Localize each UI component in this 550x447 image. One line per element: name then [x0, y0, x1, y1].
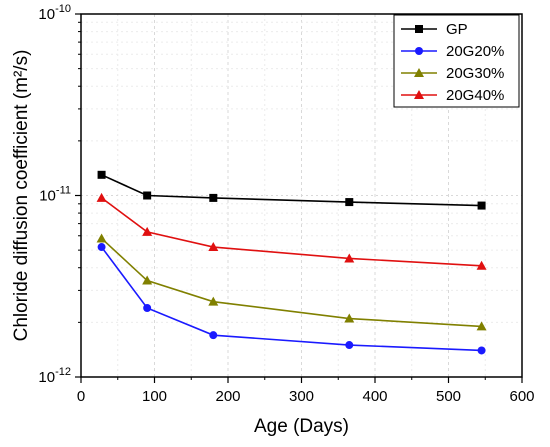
data-point	[414, 68, 424, 77]
x-tick-label: 100	[142, 388, 167, 405]
data-point	[415, 47, 423, 55]
legend: GP 20G20% 20G30% 20G40%	[393, 14, 520, 108]
series-20g40-	[96, 192, 487, 270]
y-axis-title: Chloride diffusion coefficient (m²/s)	[11, 50, 32, 342]
data-point	[477, 346, 486, 355]
legend-item: GP	[401, 21, 468, 38]
x-axis-title: Age (Days)	[254, 416, 349, 437]
legend-label: 20G30%	[446, 65, 504, 82]
data-point	[476, 260, 487, 270]
legend-box	[393, 14, 520, 108]
legend-item: 20G30%	[401, 65, 504, 82]
x-tick-label: 300	[289, 388, 314, 405]
series-layer	[96, 170, 487, 355]
data-point	[143, 191, 152, 200]
y-tick-exponent: -11	[56, 185, 71, 197]
data-point	[345, 198, 354, 207]
data-point	[97, 243, 106, 252]
legend-label: 20G20%	[446, 43, 504, 60]
data-point	[209, 193, 218, 202]
data-point	[97, 170, 106, 179]
data-point	[142, 275, 153, 285]
x-tick-label: 600	[509, 388, 534, 405]
y-tick-label: 10-12	[38, 366, 71, 386]
series-line	[101, 197, 482, 267]
y-tick-label: 10-11	[39, 185, 71, 205]
y-tick-base: 10	[39, 188, 56, 205]
data-point	[208, 242, 219, 252]
x-tick-label: 500	[436, 388, 461, 405]
series-20g20-	[97, 243, 486, 355]
legend-item: 20G20%	[401, 43, 504, 60]
data-point	[415, 25, 423, 33]
data-point	[142, 226, 153, 236]
x-tick-label: 0	[77, 388, 85, 405]
data-point	[208, 296, 219, 306]
legend-item: 20G40%	[401, 87, 504, 104]
y-tick-label: 10-10	[38, 3, 71, 23]
data-point	[477, 201, 486, 210]
y-tick-base: 10	[38, 369, 55, 386]
data-point	[96, 192, 107, 202]
series-gp	[97, 170, 486, 210]
data-point	[96, 233, 107, 243]
data-point	[344, 253, 355, 263]
legend-label: GP	[446, 21, 468, 38]
data-point	[143, 303, 152, 312]
data-point	[345, 341, 354, 350]
y-tick-exponent: -10	[55, 3, 71, 15]
series-line	[101, 174, 482, 207]
data-point	[209, 331, 218, 340]
x-tick-label: 200	[215, 388, 240, 405]
legend-label: 20G40%	[446, 87, 504, 104]
data-point	[344, 313, 355, 323]
series-20g30-	[96, 233, 487, 331]
data-point	[414, 90, 424, 99]
data-point	[476, 321, 487, 331]
y-tick-exponent: -12	[55, 366, 71, 378]
grid-lines	[81, 14, 522, 377]
y-tick-base: 10	[38, 6, 55, 23]
x-tick-label: 400	[362, 388, 387, 405]
